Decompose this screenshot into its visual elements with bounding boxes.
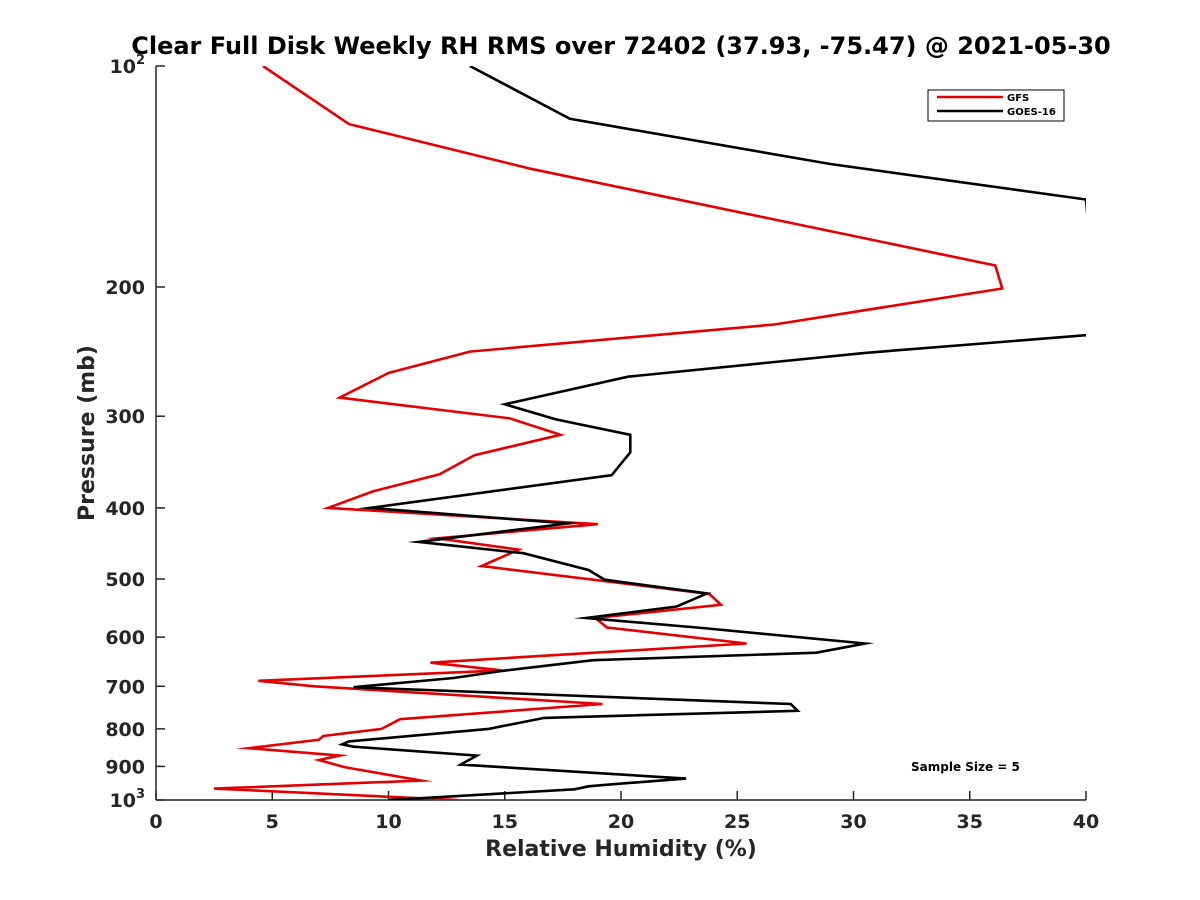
y-axis-label: Pressure (mb): [75, 345, 100, 521]
x-axis-label: Relative Humidity (%): [485, 837, 757, 862]
series-line-goes16: [337, 66, 1086, 800]
x-tick-label: 25: [724, 811, 750, 833]
y-tick-exponent: 2: [136, 53, 145, 68]
x-tick-label: 0: [149, 811, 162, 833]
x-tick-label: 5: [266, 811, 279, 833]
y-tick-base: 400: [105, 498, 145, 520]
y-tick-label: 700: [105, 676, 145, 698]
legend-box: [927, 89, 1065, 122]
x-tick-label: 40: [1073, 811, 1099, 833]
sample-size-annotation: Sample Size = 5: [911, 760, 1020, 774]
x-tick-label: 20: [608, 811, 634, 833]
y-tick-label: 400: [105, 498, 145, 520]
chart-title: Clear Full Disk Weekly RH RMS over 72402…: [131, 32, 1111, 60]
y-tick-label: 500: [105, 569, 145, 591]
legend-label-gfs: GFS: [1007, 93, 1029, 104]
y-tick-base: 300: [105, 406, 145, 428]
y-tick-base: 10: [110, 56, 136, 78]
y-tick-label: 800: [105, 719, 145, 741]
series-group: [214, 66, 1086, 800]
y-tick-base: 800: [105, 719, 145, 741]
y-tick-label: 600: [105, 627, 145, 649]
x-tick-label: 30: [840, 811, 866, 833]
y-tick-label: 300: [105, 406, 145, 428]
y-tick-base: 900: [105, 756, 145, 778]
legend-label-goes16: GOES-16: [1007, 107, 1056, 118]
x-tick-label: 35: [957, 811, 983, 833]
legend: GFS GOES-16: [927, 89, 1065, 122]
y-tick-label: 200: [105, 277, 145, 299]
y-tick-label: 102: [110, 53, 146, 78]
y-tick-base: 10: [110, 790, 136, 812]
x-axis-ticks: 0 5 10 15 20 25 30 35 40: [149, 791, 1099, 833]
y-tick-base: 600: [105, 627, 145, 649]
y-tick-label: 103: [110, 787, 146, 812]
y-tick-label: 900: [105, 756, 145, 778]
y-tick-base: 700: [105, 676, 145, 698]
y-tick-base: 500: [105, 569, 145, 591]
x-tick-label: 10: [375, 811, 401, 833]
y-tick-base: 200: [105, 277, 145, 299]
y-tick-exponent: 3: [136, 787, 145, 802]
x-tick-label: 15: [492, 811, 518, 833]
series-line-gfs: [214, 66, 1004, 800]
